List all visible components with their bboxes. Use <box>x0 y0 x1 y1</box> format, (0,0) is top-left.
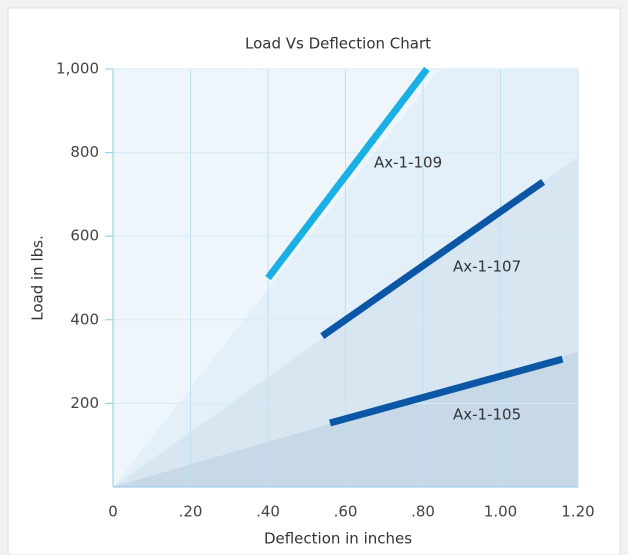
series-label: Ax-1-107 <box>453 258 521 276</box>
series-label: Ax-1-105 <box>453 406 521 424</box>
x-tick-label: .40 <box>256 503 280 521</box>
series-line <box>329 355 564 427</box>
y-tick-label: 200 <box>70 394 99 412</box>
y-tick-label: 600 <box>70 227 99 245</box>
x-tick-label: 0 <box>108 503 118 521</box>
y-tick-label: 400 <box>70 310 99 328</box>
y-tick-label: 800 <box>70 143 99 161</box>
series-line <box>265 66 430 281</box>
series-line <box>320 178 546 339</box>
y-tick-label: 1,000 <box>56 60 99 78</box>
x-tick-label: .20 <box>179 503 203 521</box>
x-tick-label: .80 <box>411 503 435 521</box>
chart-title: Load Vs Deflection Chart <box>245 35 431 53</box>
x-tick-label: 1.00 <box>484 503 517 521</box>
x-tick-label: 1.20 <box>561 503 594 521</box>
series-label: Ax-1-109 <box>374 154 442 172</box>
x-tick-label: .60 <box>334 503 358 521</box>
x-axis-label: Deflection in inches <box>264 530 412 548</box>
y-axis-label: Load in lbs. <box>29 235 47 320</box>
